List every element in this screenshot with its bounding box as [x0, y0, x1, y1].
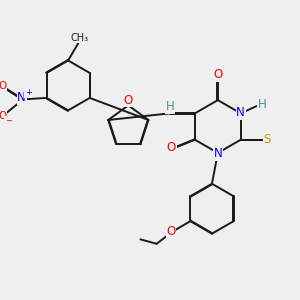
Text: O: O — [167, 225, 176, 238]
Text: S: S — [263, 133, 271, 146]
Text: N: N — [214, 147, 222, 160]
Text: H: H — [258, 98, 266, 111]
Text: O: O — [167, 141, 176, 154]
Text: O: O — [213, 68, 223, 81]
Text: CH₃: CH₃ — [71, 33, 89, 43]
Text: O: O — [0, 111, 7, 121]
Text: H: H — [166, 100, 174, 113]
Text: −: − — [5, 116, 12, 125]
Text: O: O — [124, 94, 133, 106]
Text: O: O — [0, 81, 7, 91]
Text: +: + — [25, 88, 32, 98]
Text: N: N — [236, 106, 245, 119]
Text: N: N — [17, 92, 26, 104]
